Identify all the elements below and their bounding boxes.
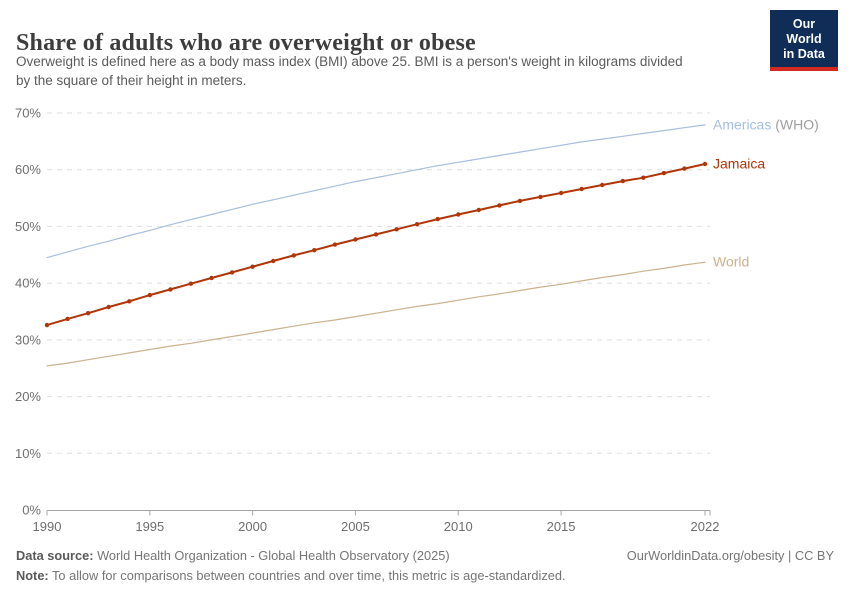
page-title: Share of adults who are overweight or ob… [16, 30, 476, 57]
series-marker-jamaica-2002 [291, 253, 296, 258]
data-source-text: World Health Organization - Global Healt… [93, 548, 450, 563]
x-tick-label-1990: 1990 [33, 519, 62, 534]
series-marker-jamaica-2011 [476, 207, 481, 213]
series-marker-jamaica-2004 [332, 242, 338, 247]
series-marker-jamaica-1990 [44, 322, 50, 328]
series-marker-jamaica-2013 [517, 198, 523, 204]
y-tick-label-50: 50% [15, 219, 41, 234]
line-chart: 0% 10% 20% 30% 40% 50% 60% 70% 1990 1995 2000 2005 2… [15, 106, 819, 535]
owid-logo-line-1: Our World [786, 17, 822, 46]
data-source-label: Data source: [16, 548, 94, 563]
chart-subtitle: Overweight is defined here as a body mas… [16, 52, 766, 90]
series-marker-jamaica-2007 [394, 227, 399, 232]
note-label: Note: [16, 568, 49, 583]
series-marker-jamaica-2000 [250, 264, 255, 269]
chart-subtitle-line-2: by the square of their height in meters. [16, 73, 247, 88]
series-marker-jamaica-2015 [558, 190, 564, 196]
x-tick-label-2010: 2010 [444, 519, 473, 534]
series-marker-jamaica-2016 [579, 186, 584, 192]
chart-footer: Data source: World Health Organization -… [16, 546, 834, 586]
series-marker-jamaica-2001 [271, 258, 276, 264]
series-marker-jamaica-1999 [229, 270, 235, 275]
data-source-line: Data source: World Health Organization -… [16, 546, 566, 566]
series-marker-jamaica-2019 [641, 175, 646, 180]
series-marker-jamaica-2021 [682, 166, 687, 171]
owid-attribution-link[interactable]: OurWorldinData.org/obesity | CC BY [626, 548, 834, 563]
y-tick-label-70: 70% [15, 106, 41, 121]
series-marker-jamaica-1996 [168, 287, 173, 292]
series-marker-jamaica-2014 [538, 194, 543, 200]
series-marker-jamaica-2010 [456, 212, 461, 217]
owid-logo-line-2: in Data [783, 47, 825, 61]
series-line-jamaica[interactable] [46, 163, 706, 327]
series-marker-jamaica-1992 [85, 311, 91, 316]
series-line-americas-who[interactable] [46, 124, 706, 259]
series-marker-jamaica-1997 [188, 281, 194, 286]
y-tick-label-60: 60% [15, 162, 41, 177]
x-tick-label-2005: 2005 [341, 519, 370, 534]
y-tick-label-20: 20% [15, 389, 41, 404]
series-marker-jamaica-2020 [661, 170, 667, 176]
series-marker-jamaica-2008 [414, 222, 420, 227]
note-line: Note: To allow for comparisons between c… [16, 566, 566, 586]
chart-subtitle-line-1: Overweight is defined here as a body mas… [16, 54, 683, 69]
series-marker-jamaica-2005 [353, 237, 358, 242]
x-tick-label-2022: 2022 [691, 519, 720, 534]
y-tick-label-10: 10% [15, 446, 41, 461]
footer-left: Data source: World Health Organization -… [16, 546, 566, 586]
series-line-world[interactable] [46, 261, 706, 367]
series-marker-jamaica-2012 [497, 203, 502, 208]
y-tick-label-0: 0% [22, 503, 41, 518]
x-tick-label-1995: 1995 [135, 519, 164, 534]
y-tick-label-30: 30% [15, 332, 41, 347]
series-label-jamaica[interactable]: Jamaica [713, 155, 765, 171]
y-tick-label-40: 40% [15, 276, 41, 291]
series-label-americas-who[interactable]: Americas (WHO) [713, 116, 819, 132]
series-marker-jamaica-1993 [106, 304, 111, 310]
series-marker-jamaica-2018 [620, 178, 625, 184]
x-tick-label-2000: 2000 [238, 519, 267, 534]
series-marker-jamaica-1995 [147, 292, 152, 298]
series-marker-jamaica-1998 [209, 275, 214, 281]
series-marker-jamaica-2009 [435, 216, 440, 222]
series-label-world[interactable]: World [713, 253, 749, 269]
series-marker-jamaica-2017 [600, 182, 605, 188]
series-marker-jamaica-2022 [702, 161, 708, 167]
series-marker-jamaica-1994 [127, 299, 132, 304]
series-marker-jamaica-2006 [373, 232, 379, 237]
owid-logo[interactable]: Our World in Data [770, 10, 838, 71]
series-marker-jamaica-1991 [65, 316, 70, 322]
x-tick-label-2015: 2015 [547, 519, 576, 534]
note-text: To allow for comparisons between countri… [48, 568, 566, 583]
series-marker-jamaica-2003 [312, 248, 317, 253]
